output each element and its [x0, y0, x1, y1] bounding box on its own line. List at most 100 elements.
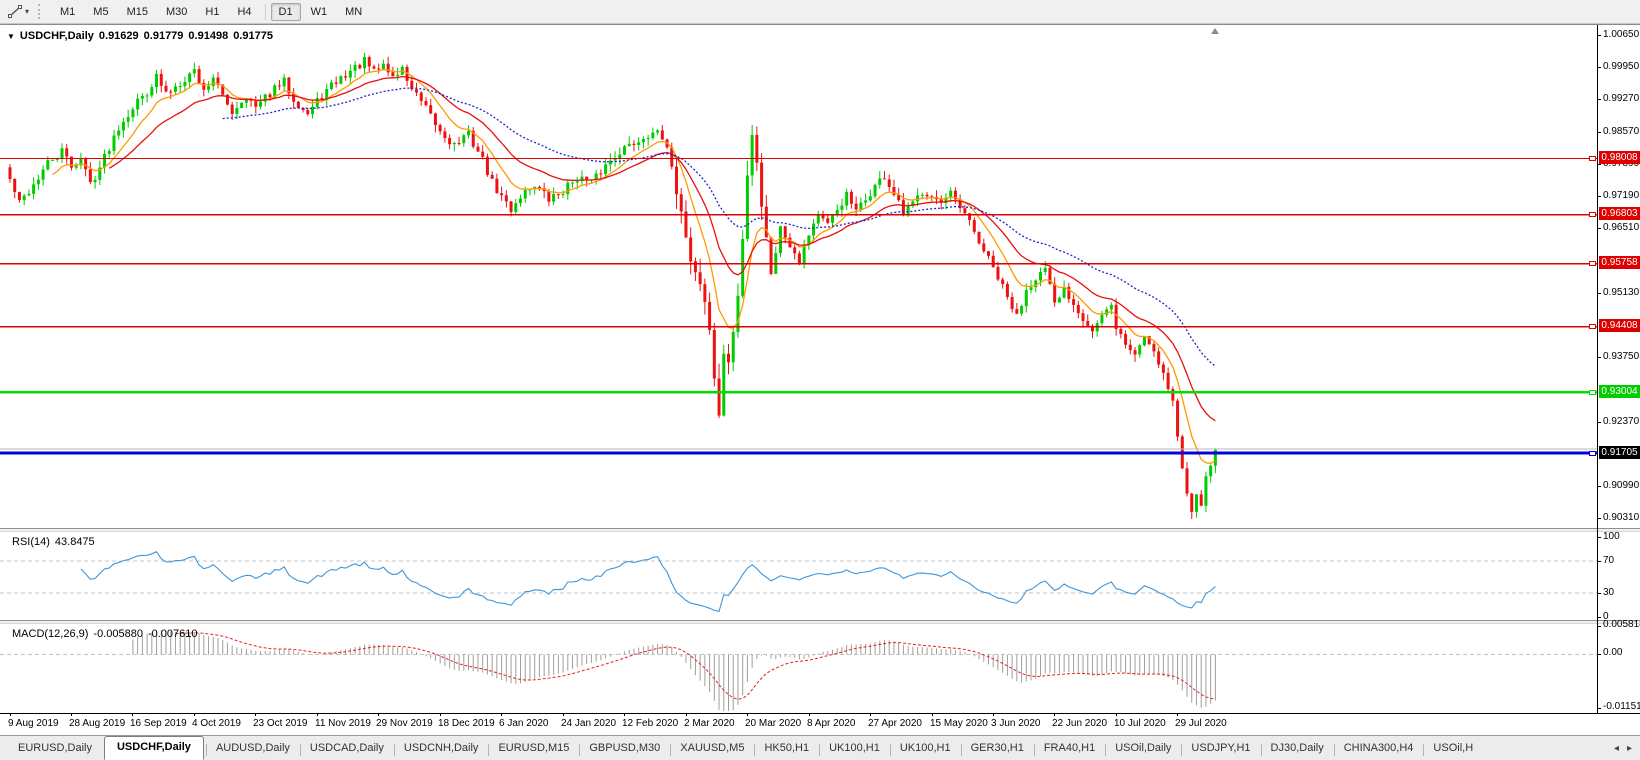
- ohlc-low: 0.91498: [188, 30, 229, 42]
- date-label: 6 Jan 2020: [499, 718, 549, 729]
- date-label: 28 Aug 2019: [69, 718, 126, 729]
- price-axis-line: [1597, 25, 1598, 713]
- rsi-axis-label: 100: [1603, 531, 1620, 542]
- macd-name: MACD(12,26,9): [12, 628, 89, 640]
- tab-usdchf-daily[interactable]: USDCHF,Daily: [103, 736, 204, 760]
- timeframe-button-h4[interactable]: H4: [237, 5, 252, 18]
- timeframe-button-group: M1 M5 M15 M30 H1 H4 D1 W1 MN: [51, 2, 371, 21]
- rsi-value: 43.8475: [54, 536, 95, 548]
- line-studies-icon: [8, 4, 22, 18]
- rsi-tick-mark: [1597, 617, 1601, 618]
- timeframe-button-mn[interactable]: MN: [345, 5, 363, 18]
- price-tick-label: 0.90310: [1603, 512, 1640, 523]
- rsi-tick-mark: [1597, 537, 1601, 538]
- date-label: 16 Sep 2019: [130, 718, 187, 729]
- rsi-axis-label: 30: [1603, 587, 1615, 598]
- date-label: 29 Nov 2019: [376, 718, 433, 729]
- timeframe-button-m15[interactable]: M15: [126, 5, 148, 18]
- price-tick-label: 0.97190: [1603, 190, 1640, 201]
- date-label: 27 Apr 2020: [868, 718, 922, 729]
- tab-hk50-h1[interactable]: HK50,H1: [754, 738, 819, 758]
- tab-uk100-h1[interactable]: UK100,H1: [889, 738, 961, 758]
- time-axis[interactable]: [0, 713, 1640, 735]
- price-tick-label: 0.93750: [1603, 351, 1640, 362]
- panel-splitter[interactable]: [0, 620, 1640, 624]
- date-tick-mark: [501, 713, 502, 716]
- price-tick-label: 1.00650: [1603, 29, 1640, 40]
- price-tick-label: 0.99950: [1603, 61, 1640, 72]
- level-anchor: [1589, 390, 1596, 395]
- price-tick-mark: [1597, 518, 1601, 519]
- chart-window-border: [0, 24, 1640, 25]
- level-anchor: [1589, 451, 1596, 456]
- collapse-triangle-icon[interactable]: ▼: [7, 32, 15, 41]
- price-tick-mark: [1597, 196, 1601, 197]
- price-tick-mark: [1597, 486, 1601, 487]
- rsi-axis-label: 70: [1603, 555, 1615, 566]
- tab-eurusd-daily[interactable]: EURUSD,Daily: [18, 742, 92, 754]
- date-label: 24 Jan 2020: [561, 718, 617, 729]
- tab-usoil-h[interactable]: USOil,H: [1423, 738, 1483, 758]
- price-tick-label: 0.99270: [1603, 93, 1640, 104]
- tab-dj30-daily[interactable]: DJ30,Daily: [1260, 738, 1334, 758]
- tab-eurusd-m15[interactable]: EURUSD,M15: [488, 738, 579, 758]
- chart-shift-marker[interactable]: [1211, 28, 1219, 34]
- ohlc-open: 0.91629: [98, 30, 139, 42]
- date-tick-mark: [132, 713, 133, 716]
- price-tick-label: 0.96510: [1603, 222, 1640, 233]
- date-tick-mark: [255, 713, 256, 716]
- rsi-label: RSI(14) 43.8475: [7, 536, 95, 548]
- tab-scroll-right-icon[interactable]: ▸: [1626, 742, 1632, 754]
- price-tick-mark: [1597, 67, 1601, 68]
- macd-label: MACD(12,26,9) -0.005880 -0.007610: [7, 628, 198, 640]
- price-tick-mark: [1597, 357, 1601, 358]
- date-label: 4 Oct 2019: [192, 718, 241, 729]
- date-label: 9 Aug 2019: [8, 718, 59, 729]
- price-tick-mark: [1597, 132, 1601, 133]
- date-label: 8 Apr 2020: [807, 718, 856, 729]
- date-label: 29 Jul 2020: [1175, 718, 1227, 729]
- macd-indicator-canvas[interactable]: [0, 624, 1597, 713]
- toolbar-grip[interactable]: [38, 4, 44, 19]
- rsi-indicator-canvas[interactable]: [0, 532, 1597, 620]
- timeframe-button-m1[interactable]: M1: [60, 5, 76, 18]
- macd-axis-label: -0.011514: [1603, 701, 1640, 712]
- tabs: EURUSD,Daily USDCHF,Daily AUDUSD,Daily USDC…: [8, 736, 1483, 760]
- rsi-name: RSI(14): [12, 536, 50, 548]
- timeframe-button-d1[interactable]: D1: [270, 2, 301, 21]
- price-level-label: 0.95758: [1599, 256, 1640, 269]
- macd-signal-value: -0.007610: [147, 628, 198, 640]
- tab-uk100-h1[interactable]: UK100,H1: [819, 738, 890, 758]
- timeframe-button-m30[interactable]: M30: [165, 5, 188, 18]
- tab-xauusd-m5[interactable]: XAUUSD,M5: [670, 738, 754, 758]
- tab-gbpusd-m30[interactable]: GBPUSD,M30: [579, 738, 670, 758]
- tab-scroll-left-icon[interactable]: ◂: [1613, 742, 1619, 754]
- tab-audusd-daily[interactable]: AUDUSD,Daily: [205, 738, 300, 758]
- chevron-down-icon: ▾: [25, 7, 30, 16]
- tab-usdjpy-h1[interactable]: USDJPY,H1: [1181, 738, 1260, 758]
- panel-splitter[interactable]: [0, 528, 1640, 532]
- tab-usdcnh-daily[interactable]: USDCNH,Daily: [393, 738, 489, 758]
- line-studies-button[interactable]: ▾: [4, 3, 32, 21]
- price-tick-mark: [1597, 228, 1601, 229]
- tab-fra40-h1[interactable]: FRA40,H1: [1033, 738, 1105, 758]
- macd-tick-mark: [1597, 654, 1601, 655]
- toolbar: ▾ M1 M5 M15 M30 H1 H4 D1 W1 MN: [0, 0, 1640, 24]
- date-label: 10 Jul 2020: [1114, 718, 1166, 729]
- chart-symbol-label: USDCHF,Daily: [19, 30, 94, 42]
- date-tick-mark: [686, 713, 687, 716]
- tab-china300-h4[interactable]: CHINA300,H4: [1333, 738, 1424, 758]
- price-tick-label: 0.98570: [1603, 126, 1640, 137]
- date-tick-mark: [194, 713, 195, 716]
- timeframe-button-h1[interactable]: H1: [205, 5, 220, 18]
- tab-usoil-daily[interactable]: USOil,Daily: [1105, 738, 1181, 758]
- level-anchor: [1589, 212, 1596, 217]
- date-label: 12 Feb 2020: [622, 718, 679, 729]
- price-chart-canvas[interactable]: [0, 25, 1597, 528]
- timeframe-button-m5[interactable]: M5: [93, 5, 109, 18]
- tab-usdcad-daily[interactable]: USDCAD,Daily: [299, 738, 394, 758]
- ohlc-close: 0.91775: [233, 30, 273, 42]
- timeframe-button-w1[interactable]: W1: [310, 5, 328, 18]
- tab-ger30-h1[interactable]: GER30,H1: [960, 738, 1034, 758]
- toolbar-separator: [264, 3, 266, 20]
